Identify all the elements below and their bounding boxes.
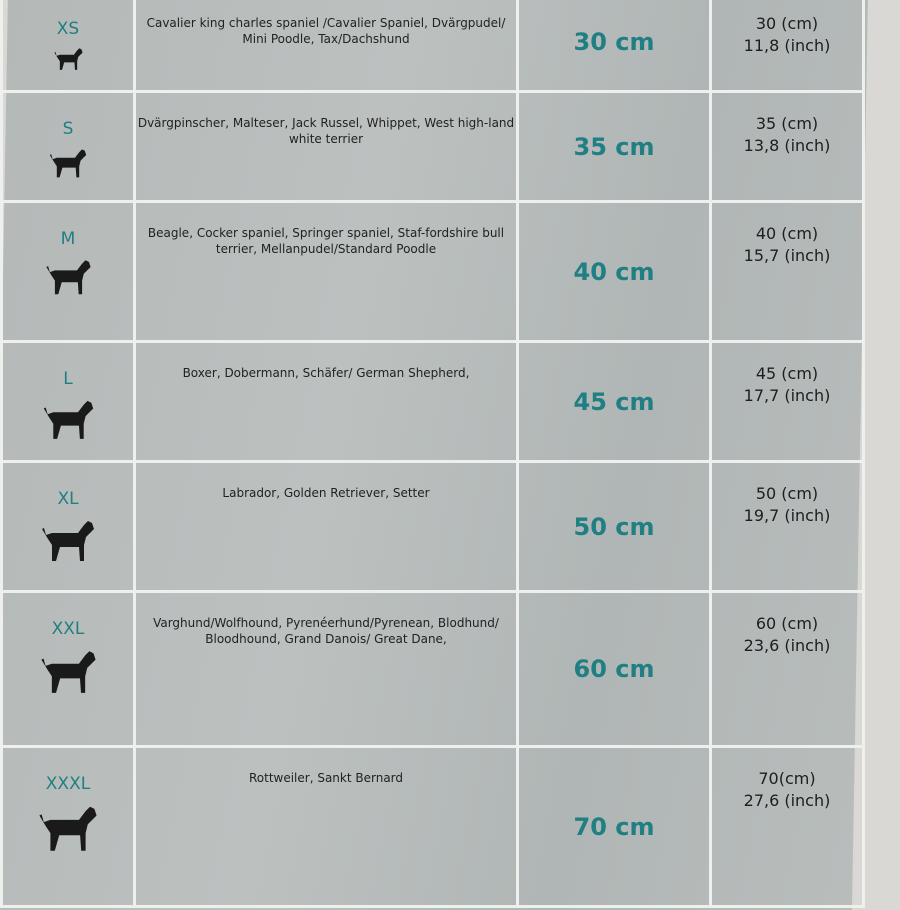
measurement-inch: 11,8 (inch) xyxy=(743,36,831,55)
size-label: XL xyxy=(57,489,79,509)
measurement-cell: 35 (cm) 13,8 (inch) xyxy=(709,90,865,203)
measurement-cell: 50 (cm) 19,7 (inch) xyxy=(709,460,865,593)
size-row: S Dvärgpinscher, Malteser, Jack Russel, … xyxy=(0,90,865,203)
breeds-cell: Rottweiler, Sankt Bernard xyxy=(133,745,519,908)
measurement-inch: 19,7 (inch) xyxy=(743,506,831,525)
breeds-cell: Varghund/Wolfhound, Pyrenéerhund/Pyrenea… xyxy=(133,590,519,748)
st-bernard-icon xyxy=(39,806,97,851)
size-cell: XXL xyxy=(0,590,136,748)
length-cell: 60 cm xyxy=(516,590,712,748)
breeds-cell: Boxer, Dobermann, Schäfer/ German Shephe… xyxy=(133,340,519,463)
breeds-cell: Dvärgpinscher, Malteser, Jack Russel, Wh… xyxy=(133,90,519,203)
measurement-cell: 45 (cm) 17,7 (inch) xyxy=(709,340,865,463)
length-cell: 50 cm xyxy=(516,460,712,593)
size-row: M Beagle, Cocker spaniel, Springer spani… xyxy=(0,200,865,343)
measurement-inch: 17,7 (inch) xyxy=(743,386,831,405)
measurement-cm: 60 (cm) xyxy=(755,614,819,633)
measurement-cm: 70(cm) xyxy=(758,769,816,788)
length-cell: 70 cm xyxy=(516,745,712,908)
measurement-cell: 60 (cm) 23,6 (inch) xyxy=(709,590,865,748)
measurement-cell: 70(cm) 27,6 (inch) xyxy=(709,745,865,908)
labrador-icon xyxy=(42,521,94,561)
size-chart-table: XS Cavalier king charles spaniel /Cavali… xyxy=(0,0,865,908)
dachshund-icon xyxy=(53,48,83,70)
size-cell: S xyxy=(0,90,136,203)
measurement-cell: 30 (cm) 11,8 (inch) xyxy=(709,0,865,93)
measurement-cm: 40 (cm) xyxy=(755,224,819,243)
small-dog-icon xyxy=(49,149,87,178)
measurement-inch: 23,6 (inch) xyxy=(743,636,831,655)
measurement-inch: 27,6 (inch) xyxy=(743,791,831,810)
measurement-inch: 15,7 (inch) xyxy=(743,246,831,265)
length-cell: 35 cm xyxy=(516,90,712,203)
size-cell: XXXL xyxy=(0,745,136,908)
breeds-cell: Labrador, Golden Retriever, Setter xyxy=(133,460,519,593)
great-dane-icon xyxy=(40,651,96,693)
measurement-cm: 30 (cm) xyxy=(755,14,819,33)
length-cell: 40 cm xyxy=(516,200,712,343)
size-label: S xyxy=(62,119,74,139)
size-row: L Boxer, Dobermann, Schäfer/ German Shep… xyxy=(0,340,865,463)
breeds-cell: Beagle, Cocker spaniel, Springer spaniel… xyxy=(133,200,519,343)
size-row: XXL Varghund/Wolfhound, Pyrenéerhund/Pyr… xyxy=(0,590,865,748)
size-label: L xyxy=(63,369,73,389)
size-label: M xyxy=(60,229,76,249)
length-cell: 45 cm xyxy=(516,340,712,463)
size-cell: L xyxy=(0,340,136,463)
size-label: XXXL xyxy=(45,774,91,794)
size-row: XL Labrador, Golden Retriever, Setter 50… xyxy=(0,460,865,593)
measurement-inch: 13,8 (inch) xyxy=(743,136,831,155)
size-cell: XS xyxy=(0,0,136,93)
measurement-cm: 45 (cm) xyxy=(755,364,819,383)
medium-dog-icon xyxy=(45,260,91,295)
measurement-cm: 50 (cm) xyxy=(755,484,819,503)
measurement-cm: 35 (cm) xyxy=(755,114,819,133)
size-row: XS Cavalier king charles spaniel /Cavali… xyxy=(0,0,865,93)
size-cell: XL xyxy=(0,460,136,593)
size-label: XXL xyxy=(51,619,85,639)
doberman-icon xyxy=(43,400,93,439)
size-label: XS xyxy=(56,19,80,39)
size-cell: M xyxy=(0,200,136,343)
size-row: XXXL Rottweiler, Sankt Bernard 70 cm 70(… xyxy=(0,745,865,908)
breeds-cell: Cavalier king charles spaniel /Cavalier … xyxy=(133,0,519,93)
measurement-cell: 40 (cm) 15,7 (inch) xyxy=(709,200,865,343)
length-cell: 30 cm xyxy=(516,0,712,93)
